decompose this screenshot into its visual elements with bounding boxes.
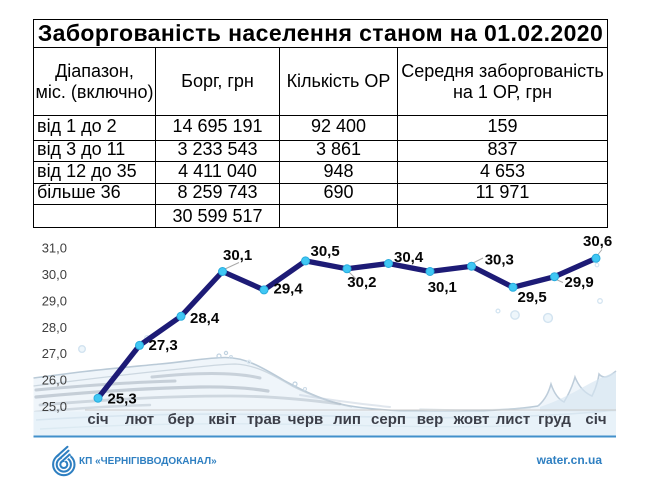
svg-text:25,3: 25,3 bbox=[108, 390, 137, 407]
svg-text:вер: вер bbox=[417, 411, 444, 428]
svg-text:30,3: 30,3 bbox=[485, 252, 514, 269]
svg-text:бер: бер bbox=[168, 411, 195, 428]
svg-text:29,5: 29,5 bbox=[518, 289, 547, 306]
svg-text:черв: черв bbox=[288, 411, 323, 428]
svg-text:трав: трав bbox=[247, 411, 281, 428]
svg-text:30,1: 30,1 bbox=[223, 247, 252, 264]
svg-text:лют: лют bbox=[125, 411, 154, 428]
svg-text:27,0: 27,0 bbox=[42, 346, 67, 361]
svg-text:жовт: жовт bbox=[453, 411, 490, 428]
svg-text:лист: лист bbox=[496, 411, 530, 428]
svg-text:29,4: 29,4 bbox=[274, 280, 304, 297]
svg-text:29,9: 29,9 bbox=[565, 274, 594, 291]
svg-text:груд: груд bbox=[538, 411, 571, 428]
svg-text:28,4: 28,4 bbox=[190, 310, 220, 327]
svg-text:січ: січ bbox=[87, 411, 108, 428]
svg-text:26,0: 26,0 bbox=[42, 373, 67, 388]
svg-text:30,6: 30,6 bbox=[583, 233, 612, 250]
svg-text:25,0: 25,0 bbox=[42, 399, 67, 414]
svg-text:січ: січ bbox=[585, 411, 606, 428]
svg-text:29,0: 29,0 bbox=[42, 293, 67, 308]
svg-text:30,5: 30,5 bbox=[311, 243, 340, 260]
svg-text:серп: серп bbox=[371, 411, 406, 428]
svg-text:27,3: 27,3 bbox=[149, 337, 178, 354]
svg-text:31,0: 31,0 bbox=[42, 241, 67, 256]
svg-text:28,0: 28,0 bbox=[42, 320, 67, 335]
svg-text:30,0: 30,0 bbox=[42, 267, 67, 282]
svg-text:лип: лип bbox=[333, 411, 361, 428]
svg-text:30,1: 30,1 bbox=[428, 279, 457, 296]
svg-text:30,2: 30,2 bbox=[347, 274, 376, 291]
svg-text:квіт: квіт bbox=[208, 411, 236, 428]
svg-text:30,4: 30,4 bbox=[394, 249, 424, 266]
